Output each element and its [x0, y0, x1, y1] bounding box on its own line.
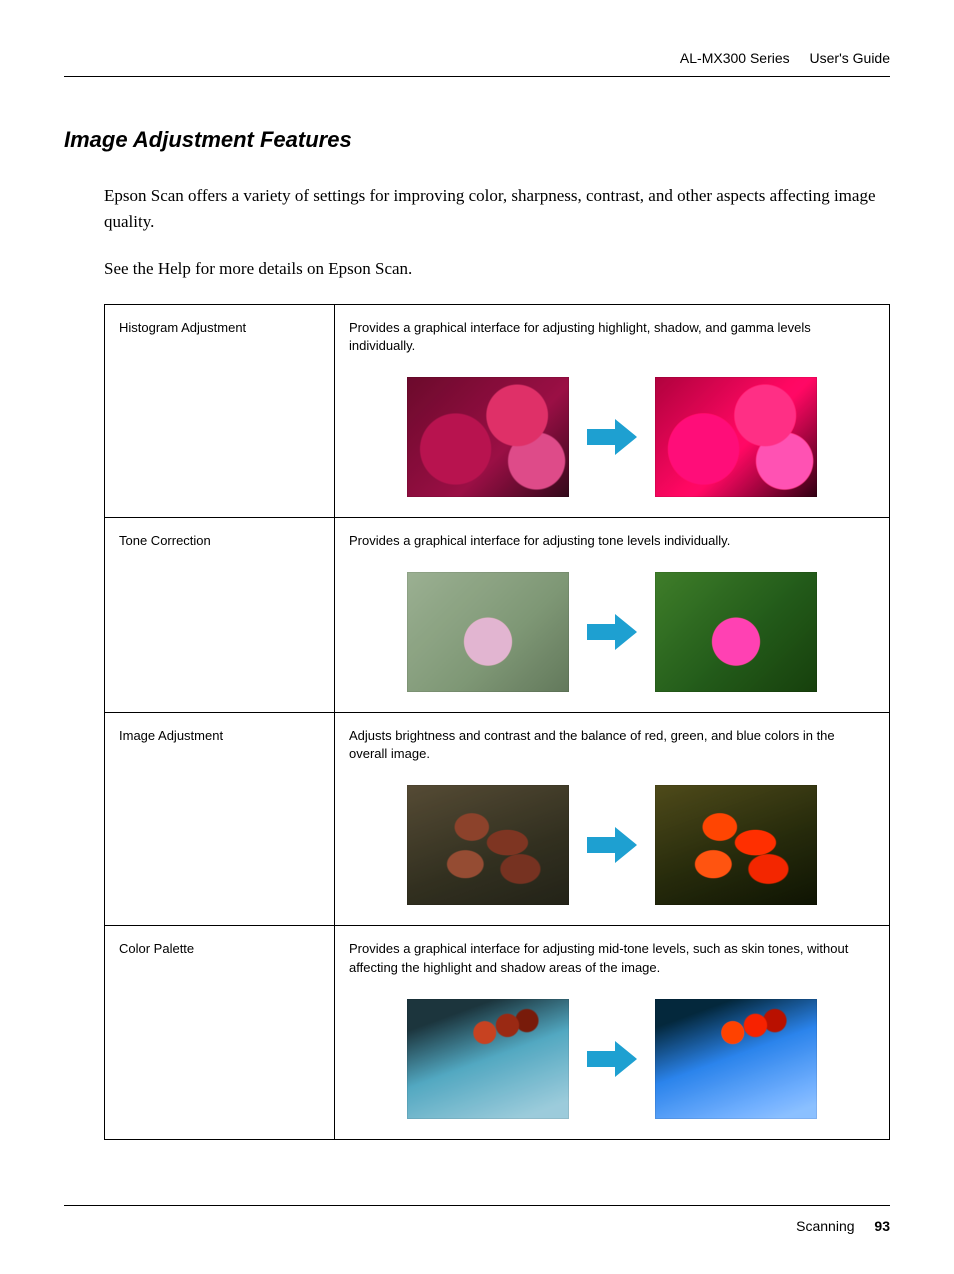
intro-paragraph-1: Epson Scan offers a variety of settings …: [104, 183, 890, 234]
table-row: Color Palette Provides a graphical interf…: [105, 926, 890, 1139]
arrow-right-icon: [587, 419, 637, 455]
feature-description-cell: Provides a graphical interface for adjus…: [335, 517, 890, 712]
table-row: Tone Correction Provides a graphical inte…: [105, 517, 890, 712]
feature-description-text: Provides a graphical interface for adjus…: [349, 532, 875, 550]
page-header: AL-MX300 Series User's Guide: [64, 50, 890, 77]
page-footer: Scanning 93: [64, 1205, 890, 1234]
table-row: Histogram Adjustment Provides a graphical…: [105, 304, 890, 517]
feature-name-cell: Tone Correction: [105, 517, 335, 712]
after-image: [655, 999, 817, 1119]
feature-name-cell: Histogram Adjustment: [105, 304, 335, 517]
arrow-right-icon: [587, 614, 637, 650]
feature-description-text: Provides a graphical interface for adjus…: [349, 940, 875, 976]
before-image: [407, 377, 569, 497]
after-image: [655, 785, 817, 905]
before-after-compare: [349, 568, 875, 694]
footer-section-name: Scanning: [796, 1218, 854, 1234]
before-image: [407, 785, 569, 905]
header-product: AL-MX300 Series: [680, 50, 790, 66]
before-after-compare: [349, 781, 875, 907]
feature-description-cell: Adjusts brightness and contrast and the …: [335, 713, 890, 926]
before-after-compare: [349, 995, 875, 1121]
feature-description-cell: Provides a graphical interface for adjus…: [335, 926, 890, 1139]
before-image: [407, 999, 569, 1119]
section-title: Image Adjustment Features: [64, 127, 890, 153]
footer-page-number: 93: [874, 1218, 890, 1234]
feature-table: Histogram Adjustment Provides a graphical…: [104, 304, 890, 1140]
feature-description-cell: Provides a graphical interface for adjus…: [335, 304, 890, 517]
after-image: [655, 572, 817, 692]
table-row: Image Adjustment Adjusts brightness and c…: [105, 713, 890, 926]
intro-paragraph-2: See the Help for more details on Epson S…: [104, 256, 890, 282]
before-image: [407, 572, 569, 692]
feature-name-cell: Image Adjustment: [105, 713, 335, 926]
arrow-right-icon: [587, 1041, 637, 1077]
after-image: [655, 377, 817, 497]
header-guide-label: User's Guide: [810, 50, 890, 66]
before-after-compare: [349, 373, 875, 499]
feature-description-text: Provides a graphical interface for adjus…: [349, 319, 875, 355]
feature-description-text: Adjusts brightness and contrast and the …: [349, 727, 875, 763]
feature-name-cell: Color Palette: [105, 926, 335, 1139]
arrow-right-icon: [587, 827, 637, 863]
